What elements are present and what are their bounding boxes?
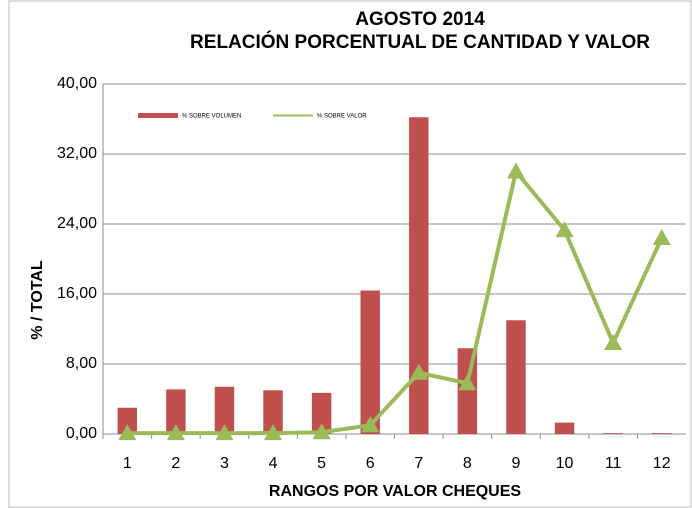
y-tick-label: 8,00 (66, 355, 97, 372)
x-tick-label: 7 (414, 455, 423, 472)
x-tick-label: 12 (653, 455, 671, 472)
bar (166, 389, 186, 434)
marker (604, 334, 623, 350)
x-tick-label: 11 (605, 455, 622, 472)
marker (312, 423, 331, 440)
y-tick-label: 32,00 (57, 145, 97, 162)
y-tick-label: 0,00 (66, 425, 97, 442)
marker (555, 221, 574, 238)
legend-swatch (138, 113, 178, 118)
marker (458, 374, 477, 391)
y-tick-label: 40,00 (57, 75, 97, 92)
marker (506, 162, 525, 179)
x-tick-label: 2 (171, 455, 180, 472)
legend-label: % SOBRE VALOR (317, 114, 367, 120)
line (127, 167, 664, 436)
marker (215, 424, 234, 441)
bar (651, 433, 672, 434)
x-tick-label: 10 (556, 455, 574, 472)
bar (409, 117, 429, 434)
marker (409, 363, 428, 380)
y-tick-label: 16,00 (57, 285, 97, 302)
marker (118, 424, 137, 441)
marker (166, 424, 185, 441)
bar (117, 407, 138, 434)
x-tick-label: 5 (317, 455, 326, 472)
bar (263, 390, 283, 434)
x-tick-label: 8 (463, 455, 472, 472)
marker (652, 229, 671, 245)
chart-subtitle: RELACIÓN PORCENTUAL DE CANTIDAD Y VALOR (190, 31, 650, 53)
chart-frame (8, 0, 692, 508)
marker (264, 424, 283, 441)
x-tick-label: 1 (123, 455, 132, 472)
x-tick-label: 4 (269, 455, 278, 472)
bar (554, 422, 575, 434)
x-axis-label: RANGOS POR VALOR CHEQUES (269, 483, 522, 500)
x-tick-label: 9 (512, 455, 521, 472)
bar (311, 392, 332, 434)
chart-title: AGOSTO 2014 (355, 9, 485, 30)
bar (603, 433, 623, 434)
y-tick-label: 24,00 (57, 215, 97, 232)
x-tick-label: 6 (366, 455, 375, 472)
bar (506, 320, 526, 434)
legend-label: % SOBRE VOLUMEN (182, 114, 241, 120)
bar (214, 386, 235, 434)
y-axis-label: % / TOTAL (29, 260, 46, 340)
bar (360, 290, 380, 434)
x-tick-label: 3 (220, 455, 229, 472)
marker (361, 416, 380, 433)
